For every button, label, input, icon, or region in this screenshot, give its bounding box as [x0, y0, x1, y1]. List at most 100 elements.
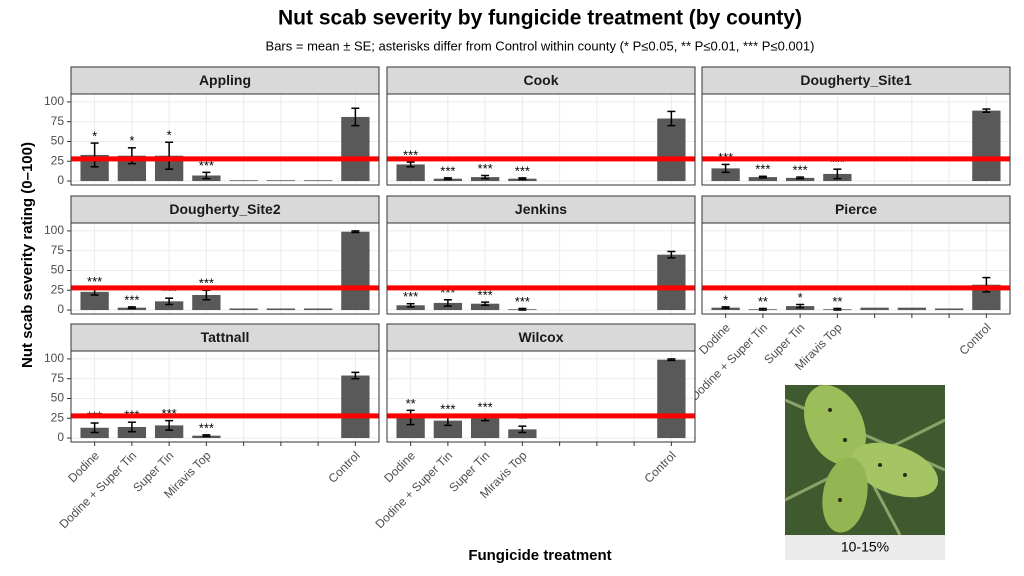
bar — [470, 303, 500, 311]
bar — [711, 168, 740, 182]
bar — [229, 180, 258, 182]
y-tick-label: 100 — [44, 223, 64, 237]
bar — [117, 426, 147, 439]
significance-label: ** — [406, 396, 416, 411]
panel-background — [387, 223, 695, 314]
facet-title: Jenkins — [515, 201, 567, 217]
significance-label: *** — [124, 292, 139, 307]
chart-title: Nut scab severity by fungicide treatment… — [278, 7, 802, 30]
significance-label: ** — [832, 294, 842, 309]
facet-title: Dougherty_Site2 — [169, 201, 280, 217]
facet-strip — [701, 195, 1011, 224]
inset-photo — [784, 384, 946, 560]
panel-border — [701, 93, 1011, 186]
y-tick-label: 0 — [57, 302, 64, 316]
bar — [192, 295, 221, 311]
facet-title: Tattnall — [201, 329, 250, 345]
bar — [657, 118, 686, 182]
panel-border — [386, 93, 696, 186]
bar — [860, 307, 889, 311]
significance-label: *** — [87, 274, 102, 289]
facet-strip — [386, 323, 696, 352]
bar — [303, 180, 333, 182]
significance-label: *** — [755, 162, 770, 177]
bar — [341, 375, 370, 439]
panel-border — [70, 350, 380, 443]
significance-label: *** — [478, 161, 493, 176]
y-tick-label: 25 — [51, 153, 65, 167]
bar — [80, 291, 109, 311]
facet-strip — [386, 66, 696, 95]
bar — [748, 177, 778, 182]
x-tick-label: Control — [956, 320, 993, 357]
y-tick-label: 25 — [51, 410, 65, 424]
significance-label: *** — [515, 294, 530, 309]
y-tick-label: 100 — [44, 351, 64, 365]
bar — [396, 164, 425, 182]
y-tick-label: 75 — [51, 114, 65, 128]
bar — [433, 420, 463, 439]
y-tick-label: 50 — [51, 391, 65, 405]
significance-label: *** — [515, 163, 530, 178]
panel-border — [70, 222, 380, 315]
bar — [154, 301, 184, 311]
panel-border — [701, 222, 1011, 315]
significance-label: *** — [199, 158, 214, 173]
x-tick-label: Control — [641, 448, 678, 485]
x-axis-label: Fungicide treatment — [468, 547, 611, 564]
y-tick-label: 50 — [51, 134, 65, 148]
y-tick-label: 75 — [51, 371, 65, 385]
x-tick-label: Dodine — [65, 448, 102, 485]
chart-subtitle: Bars = mean ± SE; asterisks differ from … — [266, 38, 815, 53]
y-tick-label: 25 — [51, 282, 65, 296]
panel-background — [387, 94, 695, 185]
significance-label: *** — [478, 400, 493, 415]
y-axis-label: Nut scab severity rating (0–100) — [19, 142, 36, 368]
bar — [897, 307, 927, 311]
panel-background — [702, 94, 1010, 185]
significance-label: *** — [199, 420, 214, 435]
panel-border — [386, 350, 696, 443]
facet-strip — [70, 66, 380, 95]
bar — [934, 308, 964, 311]
significance-label: *** — [403, 289, 418, 304]
bar — [303, 308, 333, 311]
bar — [785, 177, 815, 182]
bar — [508, 429, 537, 439]
bar — [266, 180, 296, 182]
significance-label: ** — [517, 412, 527, 427]
panel-background — [71, 351, 379, 442]
y-tick-label: 0 — [57, 430, 64, 444]
facet-title: Dougherty_Site1 — [800, 72, 911, 88]
bar — [229, 308, 258, 311]
y-tick-label: 75 — [51, 243, 65, 257]
panel-background — [702, 223, 1010, 314]
bar — [266, 308, 296, 311]
bar — [341, 231, 370, 311]
bar — [972, 110, 1001, 182]
significance-label: * — [129, 133, 134, 148]
bar — [396, 305, 425, 311]
panel-background — [71, 94, 379, 185]
y-tick-label: 100 — [44, 94, 64, 108]
x-tick-label: Dodine — [696, 320, 733, 357]
bar — [470, 417, 500, 439]
significance-label: * — [798, 290, 803, 305]
y-tick-label: 0 — [57, 173, 64, 187]
significance-label: *** — [440, 163, 455, 178]
facet-strip — [70, 195, 380, 224]
panel-background — [387, 351, 695, 442]
x-tick-label: Dodine — [381, 448, 418, 485]
facet-title: Wilcox — [519, 329, 564, 345]
bar — [657, 254, 686, 311]
x-tick-label: Control — [325, 448, 362, 485]
significance-label: ** — [758, 294, 768, 309]
bar — [154, 425, 184, 439]
facet-strip — [386, 195, 696, 224]
facet-title: Appling — [199, 72, 251, 88]
facet-title: Cook — [524, 72, 559, 88]
significance-label: * — [92, 128, 97, 143]
panel-background — [71, 223, 379, 314]
significance-label: *** — [440, 401, 455, 416]
